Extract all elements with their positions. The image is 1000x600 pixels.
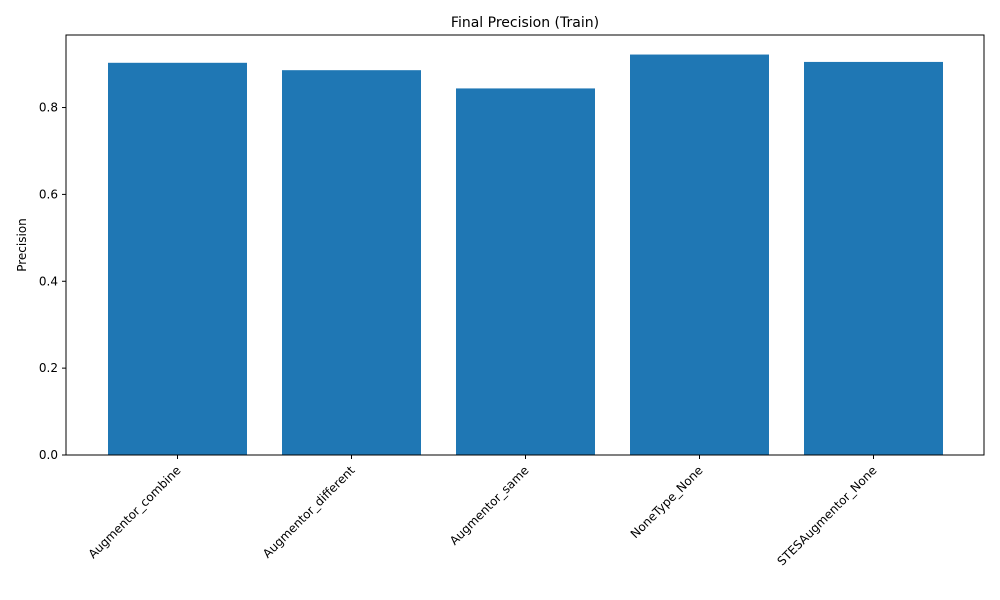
x-tick-label: Augmentor_different bbox=[260, 463, 358, 561]
y-axis-label: Precision bbox=[15, 218, 29, 272]
bar-stesaugmentor-none bbox=[804, 61, 943, 455]
plot-frame bbox=[65, 34, 985, 456]
x-tick-label: Augmentor_combine bbox=[86, 463, 184, 561]
x-tick-label: NoneType_None bbox=[628, 463, 706, 541]
y-tick-label: 0.2 bbox=[39, 361, 58, 375]
bar-augmentor-different bbox=[282, 70, 421, 455]
bar-augmentor-combine bbox=[108, 62, 247, 456]
x-tick-label: STESAugmentor_None bbox=[774, 463, 879, 568]
bar-nonetype-none bbox=[630, 54, 769, 455]
bars-group bbox=[108, 54, 943, 456]
y-tick-label: 0.0 bbox=[39, 448, 58, 462]
y-tick-label: 0.6 bbox=[39, 187, 58, 201]
y-axis: 0.0 0.2 0.4 0.6 0.8 bbox=[39, 101, 66, 462]
x-axis: Augmentor_combine Augmentor_different Augm… bbox=[86, 455, 880, 568]
y-tick-label: 0.4 bbox=[39, 274, 58, 288]
x-tick-label: Augmentor_same bbox=[447, 463, 532, 548]
y-tick-label: 0.8 bbox=[39, 101, 58, 115]
chart-title: Final Precision (Train) bbox=[451, 15, 599, 31]
bar-augmentor-same bbox=[456, 88, 595, 455]
